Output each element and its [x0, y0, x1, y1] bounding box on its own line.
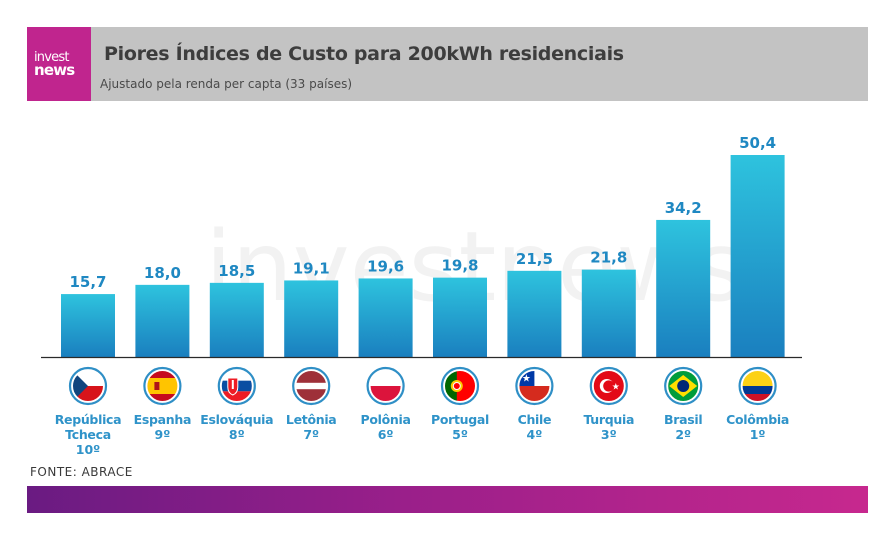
chart-header: invest news Piores Índices de Custo para… [27, 27, 868, 101]
value-label: 19,8 [441, 257, 478, 275]
investnews-logo: invest news [27, 27, 91, 101]
rank-label: 2º [675, 427, 691, 442]
spain-flag-icon [143, 366, 182, 406]
chile-flag-icon: ★ [515, 366, 554, 406]
tick-label: Eslováquia [200, 412, 273, 427]
poland-flag-icon [366, 366, 405, 406]
footer-bar [27, 486, 868, 513]
source-note: FONTE: ABRACE [30, 465, 133, 479]
tick-label: Chile [518, 412, 552, 427]
tick-label: Espanha [134, 412, 192, 427]
rank-label: 1º [750, 427, 766, 442]
value-label: 18,0 [144, 264, 181, 282]
bar [507, 270, 562, 357]
rank-label: 10º [76, 442, 100, 457]
bar [61, 294, 115, 357]
value-label: 21,8 [590, 249, 627, 267]
bar [135, 284, 190, 357]
turkey-flag-icon: ★ [589, 366, 628, 406]
latvia-flag-icon [292, 366, 331, 406]
tick-label: Polônia [361, 412, 411, 427]
tick-label: Brasil [664, 412, 702, 427]
value-label: 19,6 [367, 257, 404, 275]
value-label: 18,5 [218, 262, 255, 280]
chart-subtitle: Ajustado pela renda per capta (33 países… [100, 77, 353, 91]
bar [656, 219, 711, 357]
bar [358, 278, 413, 357]
logo-text-news: news [34, 61, 75, 79]
value-label: 34,2 [665, 199, 702, 217]
rank-label: 6º [378, 427, 394, 442]
rank-label: 8º [229, 427, 245, 442]
value-label: 19,1 [293, 259, 330, 277]
rank-label: 3º [601, 427, 617, 442]
chart-title: Piores Índices de Custo para 200kWh resi… [104, 43, 624, 65]
colombia-flag-icon [738, 366, 777, 406]
tick-label: República Tcheca [55, 412, 122, 442]
svg-text:★: ★ [612, 383, 620, 393]
svg-text:★: ★ [522, 374, 531, 385]
logo-text-invest: invest [34, 50, 69, 65]
bar [730, 155, 785, 357]
rank-label: 7º [303, 427, 319, 442]
value-label: 15,7 [69, 273, 106, 291]
tick-label: Letônia [286, 412, 337, 427]
bar [209, 282, 264, 357]
slovakia-flag-icon [217, 366, 256, 406]
value-label: 21,5 [516, 250, 553, 268]
rank-label: 4º [527, 427, 543, 442]
tick-label: Turquia [583, 412, 634, 427]
bar [433, 277, 487, 357]
bar [284, 280, 339, 357]
portugal-flag-icon [440, 366, 480, 406]
rank-label: 5º [452, 427, 468, 442]
value-label: 50,4 [739, 134, 776, 152]
tick-label: Colômbia [726, 412, 789, 427]
czech-flag-icon [68, 366, 108, 406]
brazil-flag-icon [664, 366, 703, 406]
tick-label: Portugal [431, 412, 489, 427]
rank-label: 9º [155, 427, 171, 442]
bar [581, 269, 636, 357]
